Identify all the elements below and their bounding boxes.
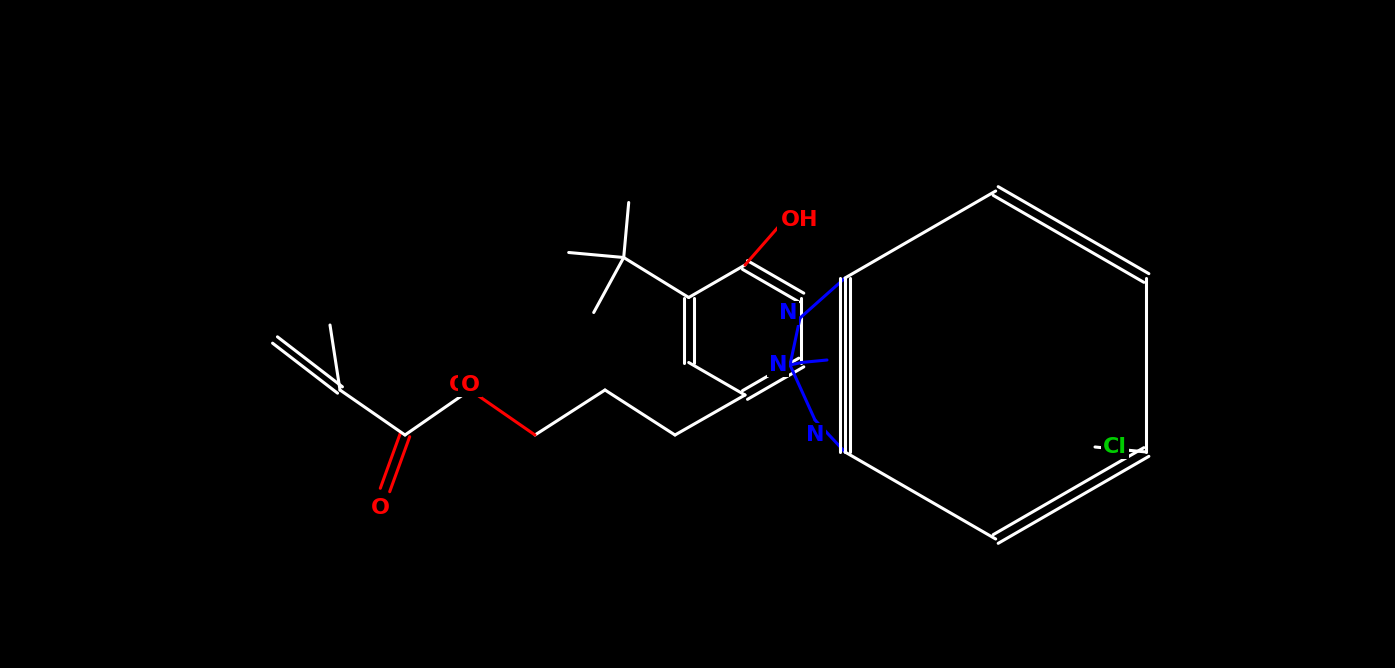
Text: N: N — [778, 303, 798, 323]
Text: Cl: Cl — [1103, 437, 1127, 457]
Text: O: O — [371, 498, 389, 518]
Text: OH: OH — [781, 210, 819, 230]
Text: O: O — [460, 375, 480, 395]
Text: O: O — [371, 498, 389, 518]
Text: N: N — [806, 425, 824, 445]
Text: O: O — [449, 375, 467, 395]
Text: N: N — [769, 355, 787, 375]
Text: OH: OH — [780, 210, 816, 230]
